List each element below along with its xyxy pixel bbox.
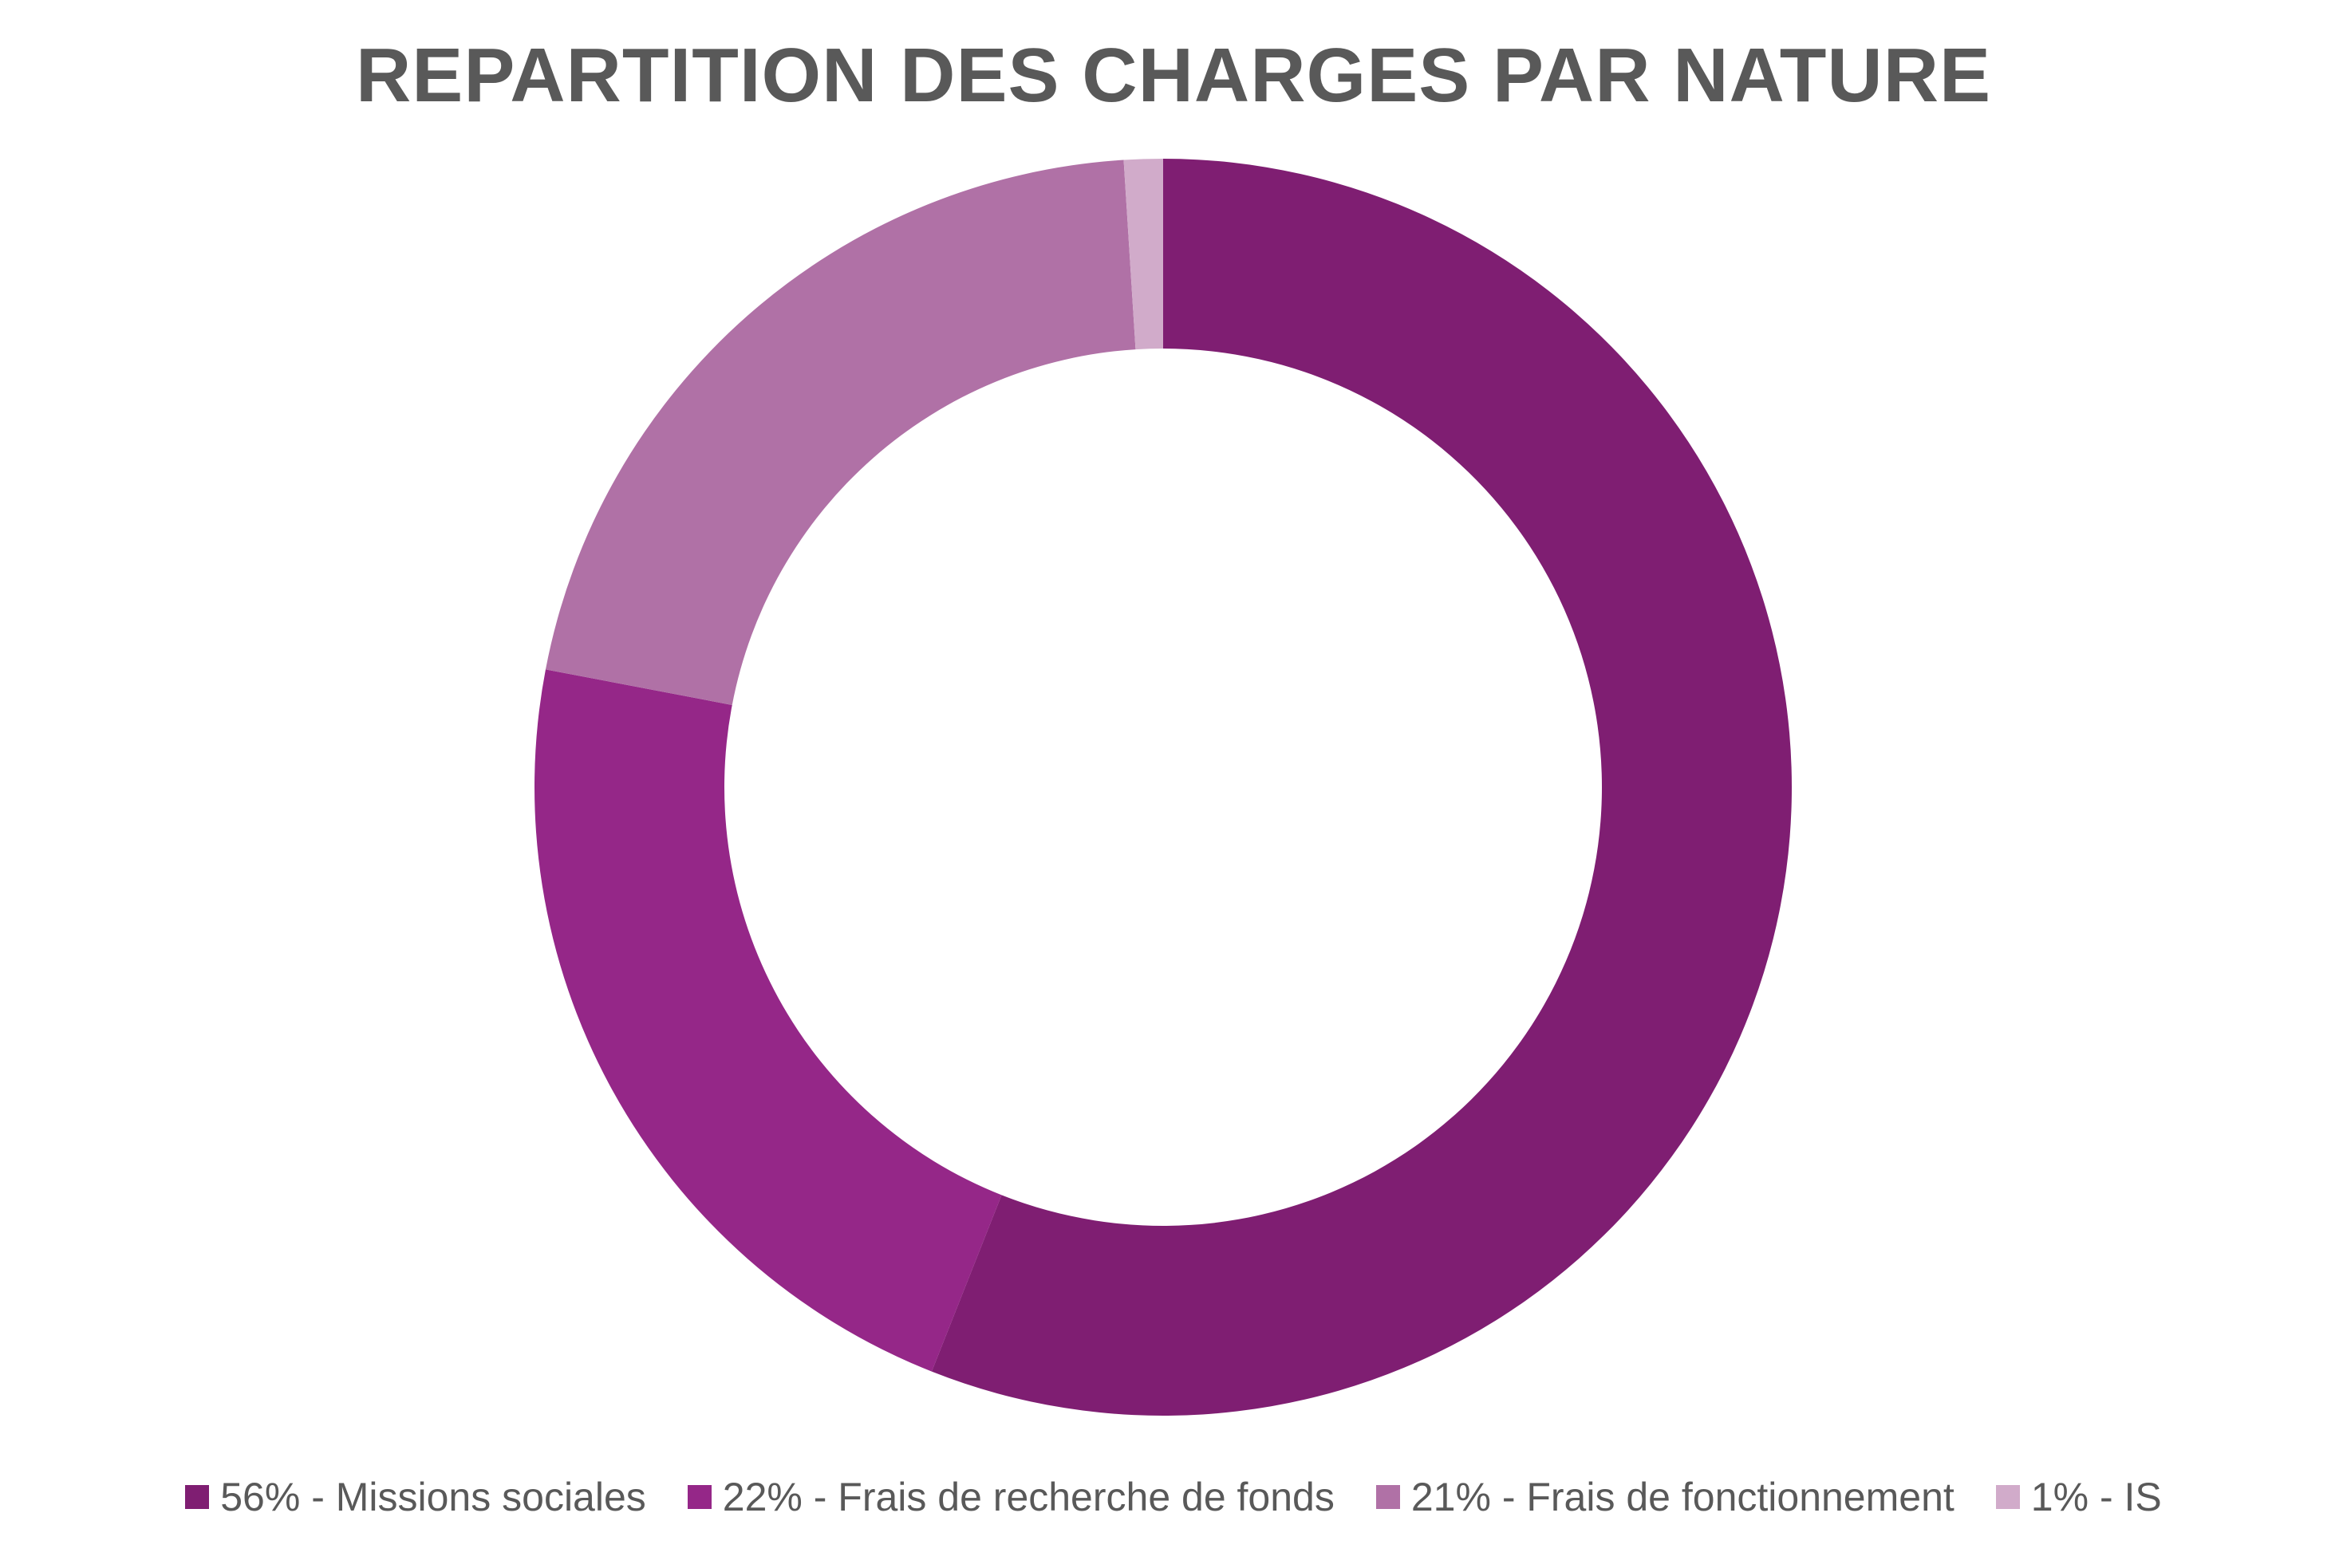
legend-label: 21% - Frais de fonctionnement (1410, 1475, 1955, 1519)
legend-label: 56% - Missions sociales (220, 1475, 646, 1519)
legend-swatch (1995, 1485, 2020, 1509)
legend-label: 22% - Frais de recherche de fonds (722, 1475, 1335, 1519)
legend-swatch (185, 1485, 210, 1509)
legend-item-frais-fonctionnement: 21% - Frais de fonctionnement (1375, 1474, 1955, 1520)
legend-swatch (1375, 1485, 1400, 1509)
legend-swatch (687, 1485, 712, 1509)
donut-slices (534, 159, 1793, 1416)
donut-slice-frais-de-fonctionnement (545, 160, 1136, 705)
donut-slice-frais-de-recherche-de-fonds (534, 669, 1002, 1372)
donut-slice-is (1123, 159, 1163, 350)
legend-item-missions-sociales: 56% - Missions sociales (185, 1474, 646, 1520)
chart-legend: 56% - Missions sociales 22% - Frais de r… (0, 1474, 2347, 1520)
chart-title: REPARTITION DES CHARGES PAR NATURE (355, 33, 1992, 118)
legend-item-frais-recherche-fonds: 22% - Frais de recherche de fonds (687, 1474, 1335, 1520)
legend-label: 1% - IS (2030, 1475, 2162, 1519)
donut-slice-missions-sociales (931, 159, 1793, 1416)
legend-item-is: 1% - IS (1995, 1474, 2162, 1520)
